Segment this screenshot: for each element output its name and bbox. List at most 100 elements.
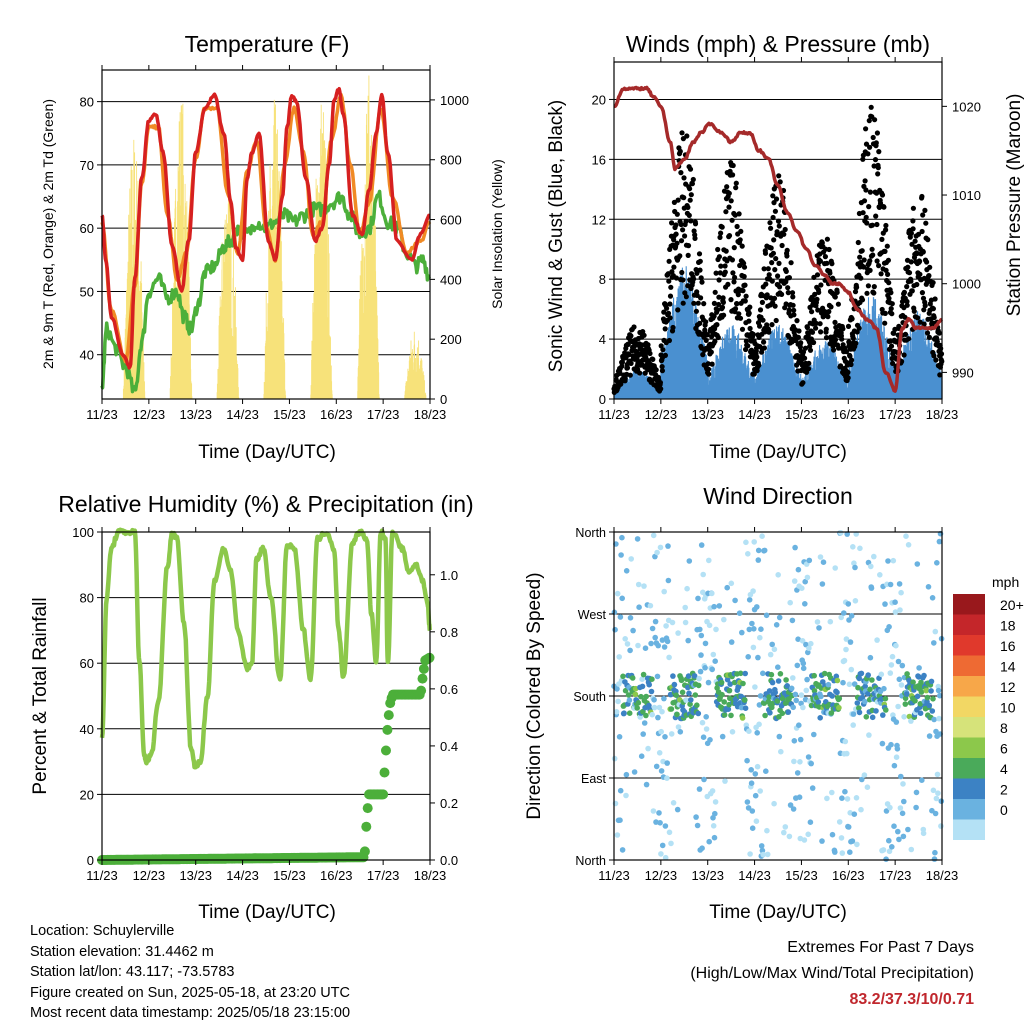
direction-point	[675, 724, 682, 730]
legend-swatch	[953, 614, 985, 635]
direction-point	[851, 811, 858, 817]
direction-point	[631, 769, 638, 775]
gust-point	[662, 326, 668, 332]
gust-point	[926, 273, 932, 279]
gust-point	[704, 332, 710, 338]
gust-point	[757, 323, 763, 329]
gust-point	[904, 302, 910, 308]
direction-point	[749, 808, 756, 814]
extremes-values: 83.2/37.3/10/0.71	[849, 991, 974, 1008]
direction-point	[858, 806, 864, 813]
gust-point	[685, 252, 691, 258]
direction-point	[696, 675, 702, 682]
direction-point	[887, 804, 893, 811]
direction-point	[896, 676, 903, 683]
x-tick-label: 12/23	[645, 407, 678, 422]
direction-point	[761, 547, 768, 554]
direction-point	[658, 768, 665, 774]
gust-point	[769, 278, 775, 284]
gust-point	[827, 270, 833, 276]
direction-point	[933, 795, 940, 802]
gust-point	[700, 352, 706, 358]
direction-point	[669, 619, 676, 626]
gust-point	[908, 259, 914, 265]
x-tick-label: 17/23	[367, 407, 400, 422]
direction-point	[862, 698, 868, 705]
gust-point	[919, 228, 925, 235]
y-tick-label: 50	[80, 284, 94, 299]
gust-point	[909, 288, 915, 294]
direction-point	[789, 617, 796, 624]
gust-point	[763, 281, 769, 287]
direction-point	[903, 533, 909, 539]
gust-point	[868, 104, 874, 110]
direction-point	[794, 662, 801, 669]
gust-point	[739, 326, 746, 332]
winds-xlabel: Time (Day/UTC)	[709, 442, 847, 463]
direction-point	[799, 638, 806, 644]
direction-point	[839, 795, 845, 801]
gust-point	[923, 220, 929, 226]
wind-direction-points	[611, 530, 945, 862]
direction-point	[794, 770, 801, 776]
y-right-tick-label: 200	[440, 332, 462, 347]
direction-point	[742, 670, 748, 677]
direction-point	[698, 632, 705, 639]
gust-point	[859, 248, 865, 254]
direction-point	[745, 805, 752, 811]
legend-swatch	[953, 819, 985, 840]
gust-point	[756, 362, 762, 368]
gust-point	[766, 329, 772, 335]
direction-point	[629, 675, 636, 681]
direction-point	[769, 641, 775, 648]
direction-point	[931, 716, 937, 723]
direction-point	[632, 685, 639, 692]
direction-point	[935, 790, 941, 796]
gust-point	[739, 243, 745, 249]
gust-point	[921, 321, 927, 327]
gust-point	[673, 222, 679, 228]
y-tick-label: 16	[592, 152, 606, 167]
direction-point	[650, 808, 657, 814]
gust-point	[815, 307, 821, 313]
gust-point	[769, 322, 775, 328]
gust-point	[882, 320, 888, 326]
direction-point	[838, 530, 844, 536]
gust-point	[871, 284, 877, 290]
gust-point	[769, 260, 775, 266]
gust-point	[695, 300, 701, 306]
humidity-ylabel: Percent & Total Rainfall	[30, 597, 51, 794]
direction-point	[666, 829, 673, 836]
y-tick-label: West	[578, 608, 607, 622]
gust-point	[890, 360, 896, 366]
gust-point	[706, 371, 712, 377]
gust-point	[832, 337, 839, 343]
gust-point	[860, 210, 866, 216]
direction-point	[684, 585, 690, 592]
gust-point	[624, 365, 631, 371]
direction-point	[719, 733, 726, 740]
direction-point	[686, 690, 692, 697]
legend-swatch	[953, 594, 985, 615]
direction-point	[881, 685, 887, 692]
gust-point	[730, 270, 736, 276]
gust-point	[719, 304, 726, 310]
direction-point	[613, 709, 620, 715]
direction-point	[623, 771, 630, 778]
direction-point	[776, 714, 782, 720]
direction-point	[886, 837, 892, 844]
gust-point	[697, 267, 703, 273]
gust-point	[678, 238, 685, 244]
direction-point	[836, 704, 842, 711]
direction-point	[769, 679, 776, 686]
direction-point	[914, 693, 921, 700]
direction-point	[801, 837, 808, 843]
gust-point	[924, 259, 930, 265]
direction-point	[623, 792, 629, 799]
direction-point	[829, 693, 835, 699]
direction-point	[743, 539, 749, 546]
gust-point	[776, 173, 782, 179]
gust-point	[824, 260, 830, 266]
gust-point	[698, 275, 704, 281]
gust-point	[921, 275, 928, 281]
